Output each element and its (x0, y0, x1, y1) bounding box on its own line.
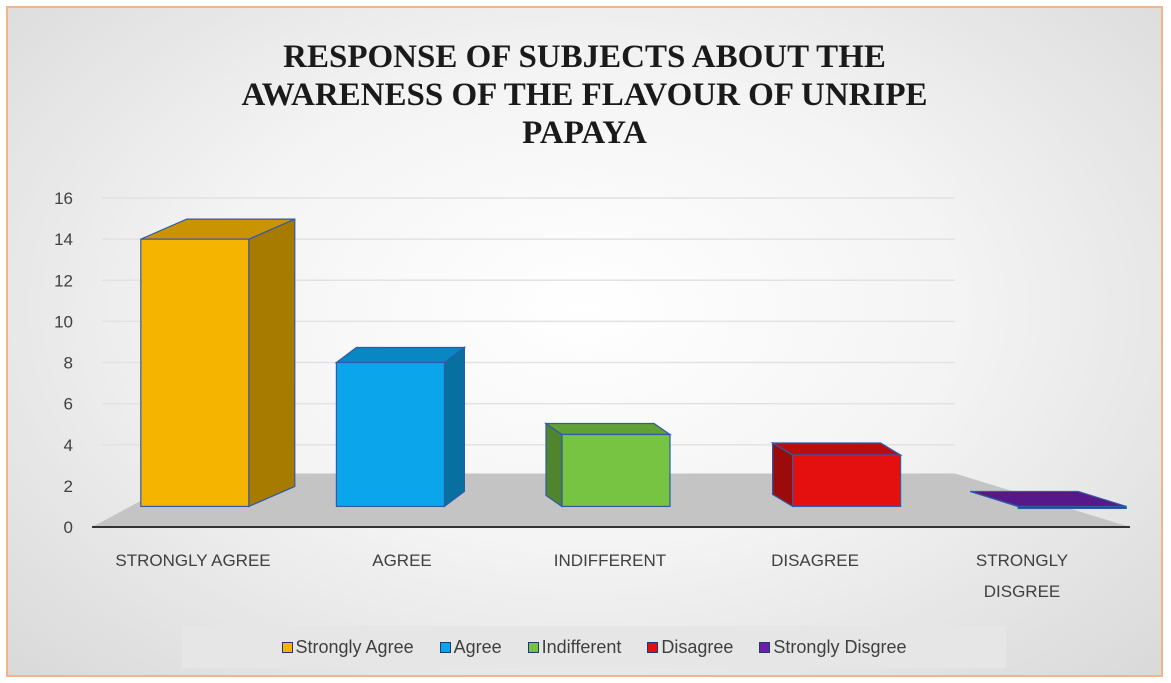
legend-swatch (647, 641, 659, 653)
bar-2 (544, 422, 672, 508)
chart-title-line-2: AWARENESS OF THE FLAVOUR OF UNRIPE (241, 77, 928, 113)
bar-front-face (140, 238, 250, 508)
bar-0 (140, 218, 296, 508)
bar-3 (770, 441, 903, 508)
bar-side-face (545, 422, 563, 508)
bar-4 (970, 490, 1127, 510)
legend-label: Agree (453, 636, 502, 657)
bar-top-face (544, 422, 672, 436)
y-tick-label: 14 (54, 230, 73, 249)
legend-item: Disagree (647, 637, 733, 658)
y-tick-label: 4 (64, 436, 73, 455)
legend-label: Strongly Agree (295, 636, 414, 657)
x-tick-label: AGREE (372, 551, 432, 570)
legend-label: Indifferent (541, 636, 622, 657)
bar-front-face (561, 433, 671, 508)
y-tick-label: 10 (54, 312, 73, 331)
x-tick-label: DISGREE (984, 582, 1061, 601)
y-tick-label: 2 (64, 477, 73, 496)
y-tick-label: 0 (64, 518, 73, 537)
y-tick-label: 12 (54, 271, 73, 290)
x-tick-label: STRONGLY (976, 551, 1068, 570)
bar-front-face (791, 454, 902, 508)
legend-label: Disagree (661, 636, 734, 657)
legend-item: Strongly Disgree (759, 637, 906, 658)
chart-title-line-3: PAPAYA (522, 115, 647, 151)
bar-1 (334, 346, 467, 508)
bar-top-face (334, 346, 467, 364)
y-axis: 0 2 4 6 8 10 12 14 16 (54, 189, 1130, 537)
x-axis: STRONGLY AGREE AGREE INDIFFERENT DISAGREE ST… (115, 551, 1068, 601)
bar-side-face (248, 218, 296, 508)
chart-title: RESPONSE OF SUBJECTS ABOUT THE AWARENESS… (8, 38, 1161, 152)
chart-title-line-1: RESPONSE OF SUBJECTS ABOUT THE (283, 39, 886, 75)
bar-front-face (1017, 505, 1127, 510)
y-tick-label: 8 (64, 354, 73, 373)
legend-swatch (439, 641, 451, 653)
legend-swatch (527, 641, 539, 653)
bar-front-face (335, 361, 445, 508)
legend-item: Agree (439, 636, 502, 658)
y-tick-label: 6 (64, 395, 73, 414)
x-tick-label: STRONGLY AGREE (115, 551, 270, 570)
x-tick-label: DISAGREE (771, 551, 859, 570)
legend-item: Strongly Agree (281, 636, 414, 658)
y-tick-label: 16 (54, 189, 73, 208)
legend-swatch (281, 641, 293, 653)
legend-label: Strongly Disgree (773, 636, 907, 657)
x-tick-label: INDIFFERENT (554, 551, 666, 570)
bar-side-face (443, 346, 465, 508)
legend-swatch (759, 641, 771, 653)
bars (140, 218, 1127, 510)
bar-top-face (770, 442, 903, 456)
chart-legend: Strongly Agree Agree Indifferent Disagree St… (182, 626, 1006, 668)
legend-item: Indifferent (527, 636, 622, 658)
